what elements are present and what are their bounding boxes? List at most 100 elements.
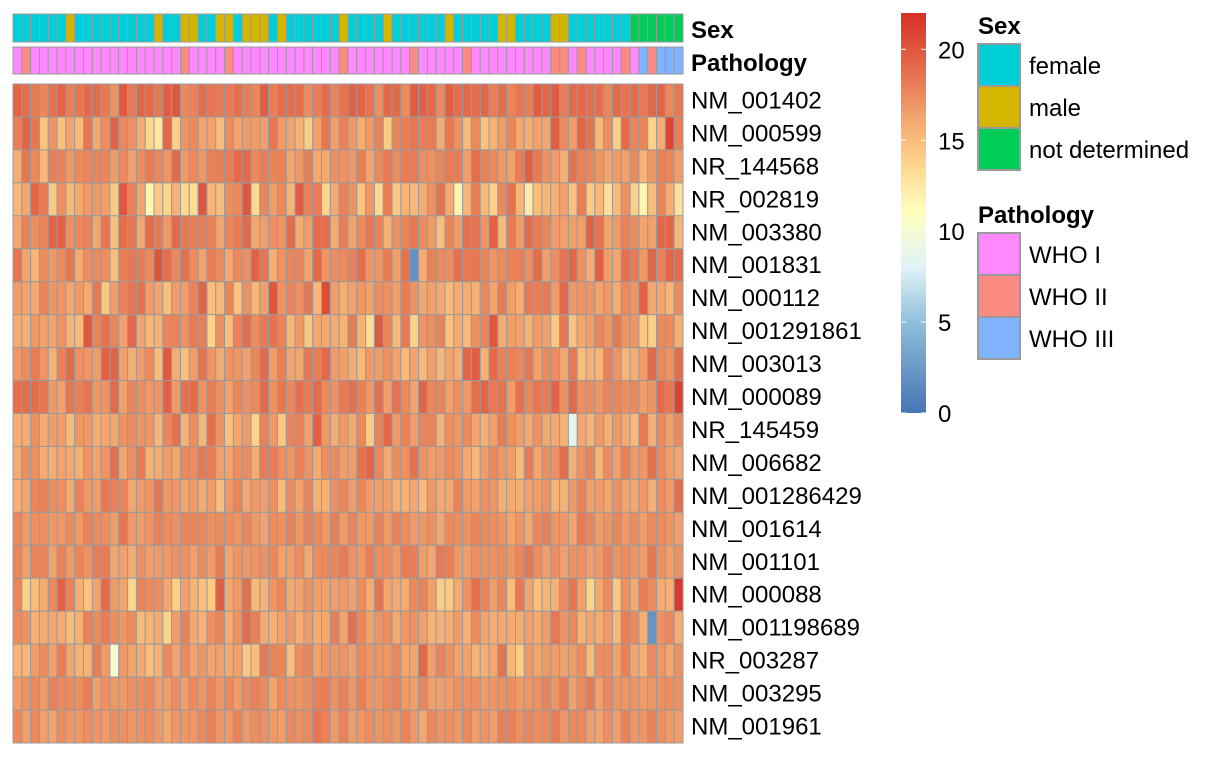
heatmap-cell xyxy=(603,149,613,184)
heatmap-cell xyxy=(550,182,561,217)
heatmap-cell xyxy=(30,610,40,645)
heatmap-cell xyxy=(338,643,349,678)
heatmap-cell xyxy=(497,643,508,678)
heatmap-cell xyxy=(550,248,561,283)
heatmap-cell xyxy=(153,215,164,250)
heatmap-cell xyxy=(135,149,146,184)
heatmap-cell xyxy=(462,116,472,151)
heatmap-cell xyxy=(12,577,23,612)
heatmap-cell xyxy=(12,643,23,678)
heatmap-cell xyxy=(294,380,305,414)
heatmap-cell xyxy=(620,248,631,283)
heatmap-cell xyxy=(56,380,67,414)
heatmap-cell xyxy=(497,544,508,579)
heatmap-cell xyxy=(382,413,393,447)
heatmap-cell xyxy=(532,610,543,645)
heatmap-cell xyxy=(74,478,85,513)
legend-swatch xyxy=(977,274,1021,318)
heatmap-cell xyxy=(656,116,666,151)
heatmap-cell xyxy=(382,676,393,711)
sex-cell xyxy=(559,13,569,43)
heatmap-cell xyxy=(400,83,411,118)
heatmap-cell xyxy=(453,676,464,711)
heatmap-cell xyxy=(144,445,155,480)
heatmap-cell xyxy=(285,347,296,382)
heatmap-cell xyxy=(180,544,190,579)
heatmap-cell xyxy=(206,413,217,447)
sex-cell xyxy=(532,13,543,43)
heatmap-cell xyxy=(303,215,314,250)
heatmap-cell xyxy=(144,83,155,118)
heatmap-cell xyxy=(391,577,402,612)
heatmap-cell xyxy=(162,676,173,711)
heatmap-cell xyxy=(224,248,234,283)
heatmap-cell xyxy=(594,511,605,546)
heatmap-cell xyxy=(673,116,684,151)
pathology-cell xyxy=(673,46,684,75)
heatmap-cell xyxy=(100,478,111,513)
heatmap-cell xyxy=(338,248,349,283)
pathology-cell xyxy=(444,46,455,75)
heatmap-cell xyxy=(321,281,331,316)
heatmap-cell xyxy=(197,215,208,250)
heatmap-cell xyxy=(532,709,543,744)
heatmap-cell xyxy=(135,478,146,513)
heatmap-cell xyxy=(515,182,525,217)
heatmap-cell xyxy=(541,347,552,382)
heatmap-cell xyxy=(294,83,305,118)
heatmap-cell xyxy=(21,511,32,546)
heatmap-cell xyxy=(56,182,67,217)
color-scale-tick-label: 5 xyxy=(938,310,951,337)
heatmap-cell xyxy=(162,380,173,414)
heatmap-cell xyxy=(365,511,375,546)
heatmap-cell xyxy=(65,215,76,250)
heatmap-cell xyxy=(567,709,578,744)
heatmap-cell xyxy=(303,643,314,678)
heatmap-cell xyxy=(294,116,305,151)
heatmap-cell xyxy=(65,544,76,579)
heatmap-cell xyxy=(418,314,428,349)
heatmap-cell xyxy=(656,577,666,612)
heatmap-cell xyxy=(356,281,367,316)
heatmap-cell xyxy=(171,149,181,184)
heatmap-cell xyxy=(409,314,420,349)
heatmap-cell xyxy=(65,676,76,711)
heatmap-cell xyxy=(109,610,120,645)
heatmap-cell xyxy=(576,116,587,151)
heatmap-cell xyxy=(664,610,675,645)
heatmap-cell xyxy=(532,445,543,480)
heatmap-cell xyxy=(506,676,516,711)
heatmap-cell xyxy=(656,676,666,711)
heatmap-cell xyxy=(83,347,93,382)
heatmap-cell xyxy=(373,281,384,316)
row-label: NM_001402 xyxy=(691,87,822,114)
heatmap-cell xyxy=(585,643,596,678)
heatmap-cell xyxy=(224,347,234,382)
heatmap-cell xyxy=(127,643,137,678)
heatmap-cell xyxy=(285,577,296,612)
heatmap-cell xyxy=(21,709,32,744)
heatmap-cell xyxy=(144,314,155,349)
heatmap-cell xyxy=(435,610,446,645)
heatmap-cell xyxy=(567,478,578,513)
heatmap-cell xyxy=(426,610,437,645)
heatmap-cell xyxy=(312,544,323,579)
heatmap-cell xyxy=(56,478,67,513)
heatmap-cell xyxy=(515,149,525,184)
pathology-cell xyxy=(83,46,93,75)
heatmap-cell xyxy=(47,248,58,283)
heatmap-cell xyxy=(338,544,349,579)
heatmap-cell xyxy=(294,511,305,546)
pathology-cell xyxy=(559,46,569,75)
heatmap-cell xyxy=(365,116,375,151)
heatmap-cell xyxy=(144,281,155,316)
heatmap-cell xyxy=(515,478,525,513)
heatmap-cell xyxy=(38,116,49,151)
legend-label: WHO II xyxy=(1029,284,1108,311)
heatmap-cell xyxy=(232,281,243,316)
heatmap-cell xyxy=(550,709,561,744)
heatmap-cell xyxy=(268,347,278,382)
heatmap-cell xyxy=(241,83,252,118)
heatmap-cell xyxy=(515,709,525,744)
heatmap-cell xyxy=(47,413,58,447)
